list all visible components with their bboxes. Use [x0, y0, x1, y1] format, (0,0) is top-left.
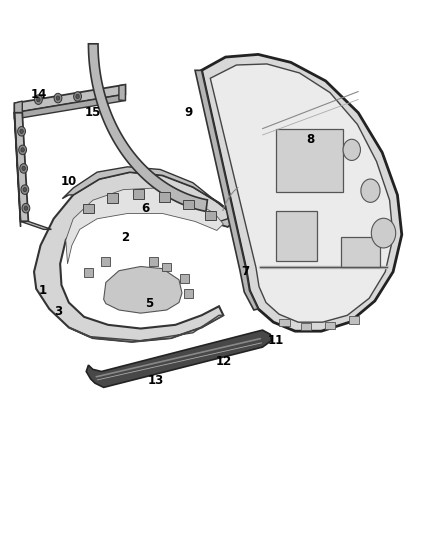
Circle shape — [24, 206, 28, 211]
Bar — [276, 128, 343, 192]
Circle shape — [371, 218, 396, 248]
Bar — [159, 192, 170, 202]
Polygon shape — [119, 85, 125, 101]
Bar — [180, 274, 188, 283]
Polygon shape — [14, 101, 22, 119]
Circle shape — [54, 93, 62, 103]
Bar — [84, 268, 93, 277]
Polygon shape — [21, 221, 51, 229]
Text: 3: 3 — [54, 305, 62, 318]
Polygon shape — [88, 44, 208, 212]
Circle shape — [21, 148, 25, 152]
Bar — [341, 237, 380, 266]
Text: 5: 5 — [145, 297, 153, 310]
Circle shape — [22, 204, 30, 213]
Polygon shape — [201, 54, 402, 331]
Bar — [184, 289, 193, 298]
Circle shape — [21, 185, 29, 195]
Text: 7: 7 — [241, 265, 249, 278]
Polygon shape — [195, 70, 258, 310]
Polygon shape — [14, 85, 125, 113]
Text: 1: 1 — [39, 284, 47, 297]
Circle shape — [20, 164, 28, 173]
Polygon shape — [69, 316, 223, 342]
Polygon shape — [14, 113, 21, 227]
Bar — [107, 193, 117, 203]
Bar — [276, 211, 317, 261]
Bar — [184, 200, 194, 209]
Bar — [102, 257, 110, 266]
Text: 8: 8 — [306, 133, 314, 146]
Bar — [325, 321, 335, 329]
Bar — [162, 263, 171, 271]
Polygon shape — [34, 172, 234, 342]
Bar — [279, 319, 290, 326]
Circle shape — [37, 98, 40, 102]
Text: 6: 6 — [141, 201, 149, 215]
Polygon shape — [104, 266, 182, 313]
Circle shape — [18, 126, 25, 136]
Circle shape — [22, 166, 25, 171]
Circle shape — [361, 179, 380, 203]
Circle shape — [74, 92, 81, 101]
Text: 2: 2 — [121, 231, 130, 244]
Bar — [301, 322, 311, 330]
Circle shape — [23, 188, 27, 192]
Text: 15: 15 — [85, 106, 101, 119]
Circle shape — [76, 94, 79, 99]
Bar — [349, 317, 359, 324]
Text: 14: 14 — [30, 87, 46, 101]
Circle shape — [343, 139, 360, 160]
Bar — [149, 257, 158, 266]
Circle shape — [19, 145, 27, 155]
Polygon shape — [62, 167, 234, 227]
Polygon shape — [14, 94, 125, 119]
Text: 11: 11 — [268, 334, 284, 347]
Bar — [83, 204, 94, 214]
Text: 9: 9 — [184, 106, 193, 119]
Circle shape — [95, 90, 103, 100]
Text: 10: 10 — [61, 175, 77, 188]
Polygon shape — [210, 64, 393, 322]
Bar — [205, 211, 215, 220]
Circle shape — [20, 129, 23, 133]
Polygon shape — [86, 330, 271, 387]
Bar — [133, 189, 144, 199]
Text: 12: 12 — [215, 356, 231, 368]
Circle shape — [98, 93, 101, 97]
Polygon shape — [66, 188, 223, 264]
Circle shape — [56, 96, 60, 100]
Polygon shape — [14, 113, 28, 221]
Text: 13: 13 — [148, 374, 164, 387]
Circle shape — [35, 95, 42, 104]
